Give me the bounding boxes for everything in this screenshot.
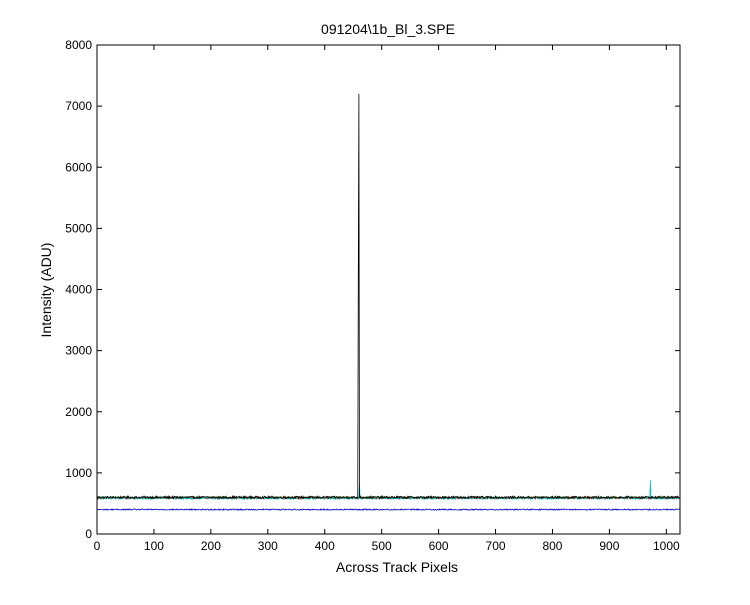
y-tick-label: 1000 (65, 466, 92, 480)
y-tick-label: 5000 (65, 221, 92, 235)
chart-title: 091204\1b_Bl_3.SPE (321, 21, 455, 37)
y-axis-label: Intensity (ADU) (38, 243, 54, 338)
x-tick-label: 1000 (653, 539, 680, 553)
x-tick-label: 200 (201, 539, 221, 553)
x-tick-label: 900 (599, 539, 619, 553)
y-tick-label: 2000 (65, 405, 92, 419)
y-tick-label: 8000 (65, 38, 92, 52)
x-tick-label: 100 (144, 539, 164, 553)
x-tick-label: 600 (429, 539, 449, 553)
series-line (96, 93, 680, 500)
y-tick-label: 3000 (65, 344, 92, 358)
x-tick-label: 0 (94, 539, 101, 553)
y-tick-label: 0 (85, 527, 92, 541)
y-tick-label: 7000 (65, 99, 92, 113)
x-tick-label: 700 (486, 539, 506, 553)
series-layer (96, 93, 680, 511)
x-tick-label: 800 (542, 539, 562, 553)
y-axis-ticks: 0 1000 2000 3000 4000 5000 6000 7000 8000 (65, 38, 680, 541)
x-tick-label: 300 (258, 539, 278, 553)
y-tick-label: 6000 (65, 160, 92, 174)
y-tick-label: 4000 (65, 283, 92, 297)
x-axis-ticks: 0 100 200 300 400 500 600 700 800 900 1000 (94, 45, 680, 553)
x-axis-label: Across Track Pixels (336, 559, 458, 575)
plot-area (97, 45, 680, 534)
x-tick-label: 400 (315, 539, 335, 553)
x-tick-label: 500 (372, 539, 392, 553)
series-line (96, 508, 680, 511)
